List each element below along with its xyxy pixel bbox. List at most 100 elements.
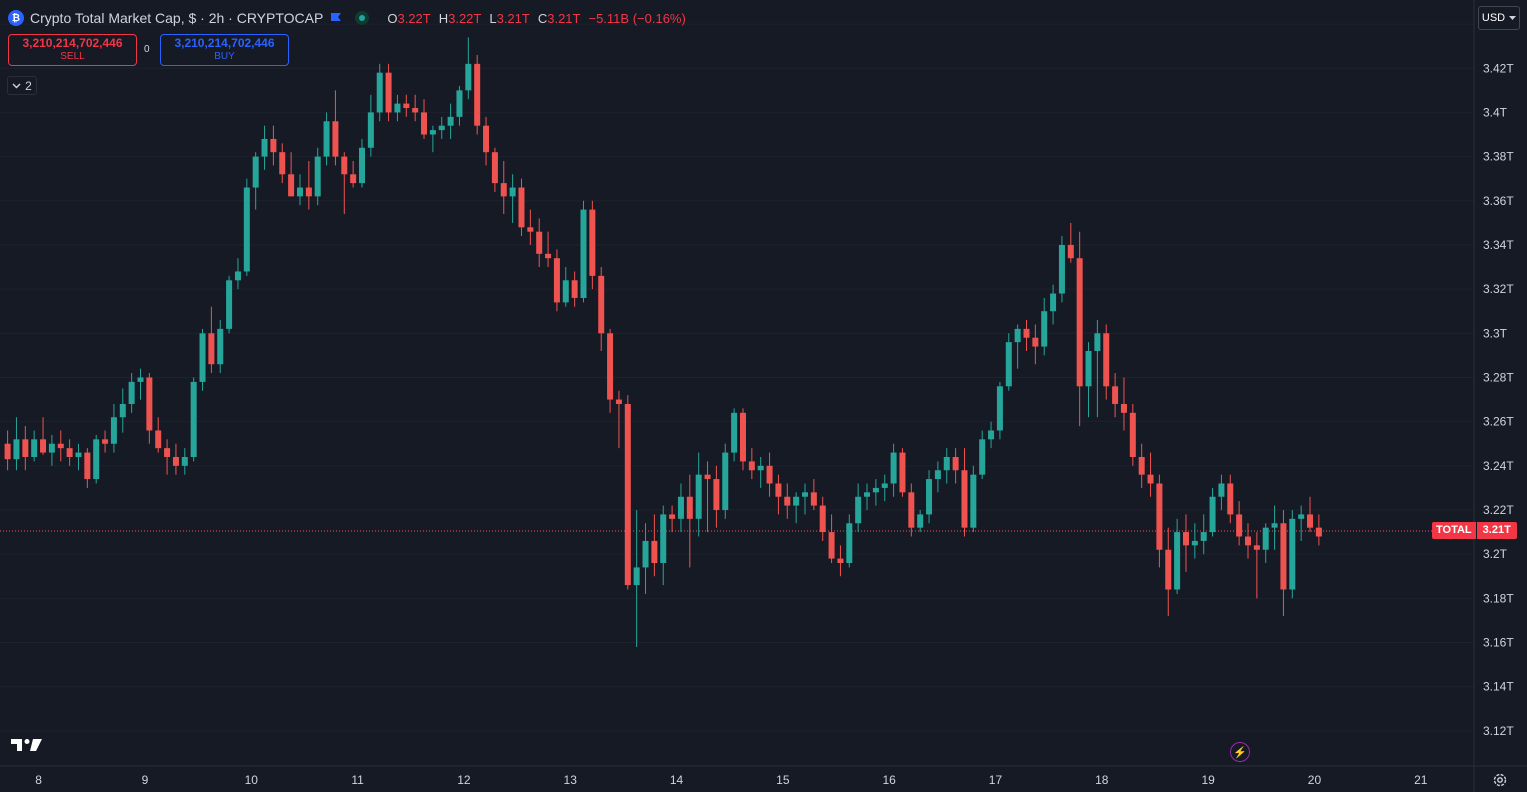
indicators-toggle-button[interactable]: 2 <box>7 76 37 95</box>
price-tick-label: 3.32T <box>1483 282 1514 296</box>
candle-body <box>580 209 587 298</box>
candle <box>1085 342 1092 418</box>
symbol-title[interactable]: Crypto Total Market Cap, $ · 2h · CRYPTO… <box>30 10 324 26</box>
candle-body <box>1032 337 1039 347</box>
candle <box>1298 505 1305 541</box>
buy-button[interactable]: 3,210,214,702,446 BUY <box>160 34 289 66</box>
candle <box>748 448 755 480</box>
candle-body <box>1227 483 1234 515</box>
tradingview-logo-icon[interactable] <box>11 737 43 753</box>
candle <box>695 452 702 537</box>
candle <box>961 448 968 537</box>
candle-body <box>1058 244 1065 294</box>
time-axis[interactable]: 8 9 10 11 12 13 14 15 16 17 18 19 20 21 <box>35 773 1427 787</box>
price-tick-label: 3.14T <box>1483 680 1514 694</box>
candle-body <box>110 417 117 444</box>
candle-body <box>607 333 614 400</box>
lightning-icon[interactable]: ⚡ <box>1230 742 1250 762</box>
candle-body <box>288 174 295 197</box>
price-tick-label: 3.12T <box>1483 724 1514 738</box>
candle <box>1129 403 1136 466</box>
candle-body <box>22 439 29 457</box>
sell-button[interactable]: 3,210,214,702,446 SELL <box>8 34 137 66</box>
flag-icon[interactable] <box>329 11 343 25</box>
candle-body <box>208 333 215 365</box>
candle-body <box>1041 311 1048 347</box>
candle-body <box>305 187 312 197</box>
candle <box>102 430 109 453</box>
price-axis[interactable]: 3.44T3.42T3.4T3.38T3.36T3.34T3.32T3.3T3.… <box>1483 17 1514 738</box>
candle-body <box>1014 328 1021 343</box>
price-tick-label: 3.2T <box>1483 547 1508 561</box>
candle <box>704 461 711 533</box>
candle-body <box>350 174 357 184</box>
candle <box>456 85 463 126</box>
candle-body <box>412 108 419 113</box>
spread-value: 0 <box>144 44 150 55</box>
candle <box>421 99 428 139</box>
candle <box>642 523 649 594</box>
candle <box>332 90 339 166</box>
candle-body <box>40 439 47 453</box>
time-tick-label: 13 <box>564 773 578 787</box>
gear-icon[interactable] <box>1492 772 1508 788</box>
candle <box>1245 523 1251 559</box>
candle <box>234 258 241 290</box>
candle-body <box>1315 527 1322 537</box>
price-tick-label: 3.3T <box>1483 326 1508 340</box>
candle <box>828 514 835 564</box>
candle-body <box>695 474 702 519</box>
price-tick-label: 3.16T <box>1483 636 1514 650</box>
candle-body <box>243 187 250 272</box>
candle-body <box>403 103 410 109</box>
candle <box>137 368 144 400</box>
candle-body <box>1067 244 1074 259</box>
candle-body <box>988 430 995 440</box>
candle-body <box>421 112 428 135</box>
time-tick-label: 12 <box>457 773 471 787</box>
candle-body <box>1076 258 1083 387</box>
candle-body <box>757 465 764 471</box>
candle <box>1315 514 1322 546</box>
candle-body <box>1298 514 1305 519</box>
candle-body <box>323 121 330 157</box>
candle <box>731 408 738 462</box>
candle-body <box>1138 456 1145 475</box>
candle <box>1076 231 1083 427</box>
bitcoin-coin-icon[interactable]: ₿ <box>8 10 24 26</box>
chevron-down-icon <box>12 83 21 88</box>
price-tick-label: 3.24T <box>1483 459 1514 473</box>
time-tick-label: 11 <box>351 773 364 787</box>
candle-body <box>1245 536 1251 546</box>
candle <box>739 408 746 471</box>
candle-body <box>119 403 126 418</box>
candle-body <box>855 496 862 524</box>
candle <box>757 456 764 488</box>
candle-body <box>1307 514 1314 528</box>
candle <box>598 267 605 351</box>
candle-body <box>1191 540 1198 546</box>
currency-select[interactable]: USD <box>1478 6 1520 30</box>
candle <box>226 275 233 334</box>
price-tick-label: 3.38T <box>1483 150 1514 164</box>
candle-body <box>589 209 596 276</box>
candle <box>1262 523 1269 564</box>
price-tick-label: 3.28T <box>1483 370 1514 384</box>
candle-body <box>199 333 206 382</box>
candle <box>934 461 941 493</box>
candle <box>190 377 197 462</box>
candle-body <box>1218 483 1225 497</box>
candle <box>722 443 729 519</box>
candle-body <box>731 412 738 453</box>
candle <box>633 510 640 647</box>
time-tick-label: 16 <box>882 773 896 787</box>
candle <box>846 514 853 568</box>
candle-body <box>376 72 383 113</box>
candle <box>562 267 569 307</box>
candle-body <box>1120 403 1127 413</box>
market-status-icon[interactable] <box>355 11 370 25</box>
candle-body <box>1174 532 1181 590</box>
candle <box>1014 324 1021 369</box>
candle <box>4 430 11 471</box>
